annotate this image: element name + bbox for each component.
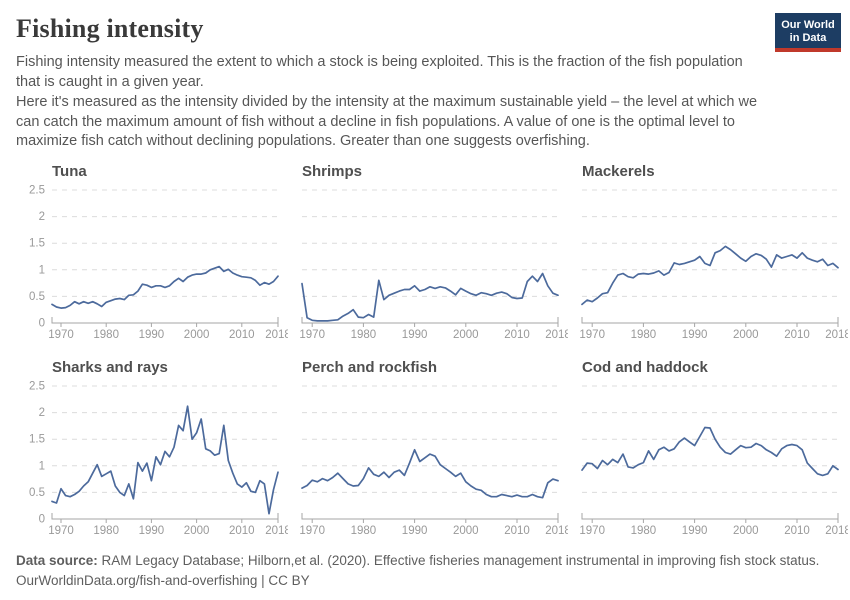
x-tick-label: 2018 — [825, 329, 848, 341]
data-source-text: RAM Legacy Database; Hilborn,et al. (202… — [97, 553, 820, 569]
x-tick-label: 2018 — [545, 329, 568, 341]
x-tick-label: 2000 — [733, 329, 759, 341]
x-tick-label: 2018 — [265, 329, 288, 341]
x-tick-label: 2000 — [453, 525, 479, 537]
x-axis-line — [51, 513, 279, 520]
x-tick-label: 2018 — [265, 525, 288, 537]
facet-title: Mackerels — [582, 163, 655, 181]
facet-chart-shrimps: 1970 1980 1990 2000 2010 2018 — [299, 189, 568, 341]
x-tick-label: 1970 — [299, 329, 325, 341]
data-line-cod-and-haddock — [581, 426, 839, 477]
y-tick-label: 0 — [39, 514, 45, 526]
x-tick-label: 2010 — [784, 525, 810, 537]
facet-sharks-and-rays: Sharks and rays 1970 1980 1990 2000 2010 2018 0… — [16, 358, 288, 540]
y-tick-label: 1.5 — [29, 434, 45, 446]
facet-chart-tuna: 1970 1980 1990 2000 2010 2018 0 0.5 1 1.5 2 2.5 — [29, 185, 288, 342]
x-axis-line — [301, 513, 559, 520]
x-tick-label: 1980 — [351, 525, 377, 537]
x-tick-label: 1990 — [139, 329, 165, 341]
facet-title: Tuna — [52, 163, 87, 181]
x-tick-label: 1980 — [93, 329, 119, 341]
x-tick-label: 2010 — [229, 329, 255, 341]
facet-title: Perch and rockfish — [302, 359, 438, 377]
x-tick-label: 1970 — [579, 329, 605, 341]
x-tick-label: 2010 — [784, 329, 810, 341]
x-tick-label: 2010 — [504, 329, 530, 341]
chart-footer: Data source: RAM Legacy Database; Hilbor… — [16, 552, 834, 591]
y-tick-label: 1 — [39, 265, 45, 277]
facet-title: Sharks and rays — [52, 359, 168, 377]
x-tick-label: 1970 — [48, 329, 74, 341]
facet-chart-cod-and-haddock: 1970 1980 1990 2000 2010 2018 — [579, 385, 848, 537]
page-title: Fishing intensity — [16, 14, 204, 43]
x-tick-label: 1970 — [48, 525, 74, 537]
y-tick-label: 0.5 — [29, 487, 45, 499]
x-tick-label: 1980 — [631, 329, 657, 341]
y-tick-label: 2.5 — [29, 381, 45, 393]
data-line-mackerels — [581, 245, 839, 306]
owid-logo-line2: in Data — [789, 31, 827, 44]
y-tick-label: 2.5 — [29, 185, 45, 197]
facet-title: Shrimps — [302, 163, 363, 181]
x-tick-label: 2018 — [825, 525, 848, 537]
facet-perch-and-rockfish: Perch and rockfish 1970 1980 1990 2000 2010 20… — [296, 358, 568, 540]
facet-chart-mackerels: 1970 1980 1990 2000 2010 2018 — [579, 189, 848, 341]
y-tick-label: 1.5 — [29, 238, 45, 250]
x-axis-line — [581, 317, 839, 324]
y-tick-label: 0 — [39, 318, 45, 330]
x-tick-label: 1970 — [579, 525, 605, 537]
data-source-label: Data source: — [16, 553, 98, 569]
facet-mackerels: Mackerels 1970 1980 1990 2000 2010 2018 — [576, 162, 848, 344]
owid-logo-line1: Our World — [781, 19, 835, 31]
x-tick-label: 1990 — [682, 329, 708, 341]
x-tick-label: 1980 — [631, 525, 657, 537]
x-tick-label: 1970 — [299, 525, 325, 537]
license-line: OurWorldinData.org/fish-and-overfishing … — [16, 573, 310, 589]
x-tick-label: 2000 — [184, 329, 210, 341]
x-tick-label: 2000 — [733, 525, 759, 537]
x-tick-label: 2018 — [545, 525, 568, 537]
facet-cod-and-haddock: Cod and haddock 1970 1980 1990 2000 2010 2018 — [576, 358, 848, 540]
subtitle-paragraph-2: Here it's measured as the intensity divi… — [16, 93, 758, 150]
x-tick-label: 2000 — [453, 329, 479, 341]
subtitle-paragraph-1: Fishing intensity measured the extent to… — [16, 54, 743, 90]
facet-title: Cod and haddock — [582, 359, 708, 377]
y-tick-label: 1 — [39, 461, 45, 473]
facet-chart-perch-and-rockfish: 1970 1980 1990 2000 2010 2018 — [299, 385, 568, 537]
facet-shrimps: Shrimps 1970 1980 1990 2000 2010 2018 — [296, 162, 568, 344]
x-axis-line — [51, 317, 279, 324]
y-tick-label: 0.5 — [29, 291, 45, 303]
y-tick-label: 2 — [39, 407, 45, 419]
data-line-sharks-and-rays — [51, 405, 279, 515]
x-tick-label: 2010 — [229, 525, 255, 537]
x-tick-label: 2010 — [504, 525, 530, 537]
data-line-shrimps — [301, 272, 559, 323]
small-multiples-grid: Tuna 1970 1980 1990 2000 2010 2018 0 0.5 1 1.5 2 2.5… — [16, 162, 848, 540]
data-line-tuna — [51, 266, 279, 310]
x-tick-label: 1990 — [402, 525, 428, 537]
owid-logo[interactable]: Our World in Data — [775, 13, 841, 52]
x-tick-label: 1990 — [682, 525, 708, 537]
x-axis-line — [581, 513, 839, 520]
facet-tuna: Tuna 1970 1980 1990 2000 2010 2018 0 0.5 1 1.5 2 2.5 — [16, 162, 288, 344]
data-source-line: Data source: RAM Legacy Database; Hilbor… — [16, 552, 834, 571]
x-tick-label: 1980 — [351, 329, 377, 341]
x-tick-label: 1990 — [139, 525, 165, 537]
x-tick-label: 2000 — [184, 525, 210, 537]
data-line-perch-and-rockfish — [301, 449, 559, 499]
facet-chart-sharks-and-rays: 1970 1980 1990 2000 2010 2018 0 0.5 1 1.5 2 2.5 — [29, 381, 288, 538]
chart-subtitle: Fishing intensity measured the extent to… — [16, 53, 834, 152]
x-tick-label: 1990 — [402, 329, 428, 341]
x-axis-line — [301, 317, 559, 324]
y-tick-label: 2 — [39, 211, 45, 223]
x-tick-label: 1980 — [93, 525, 119, 537]
